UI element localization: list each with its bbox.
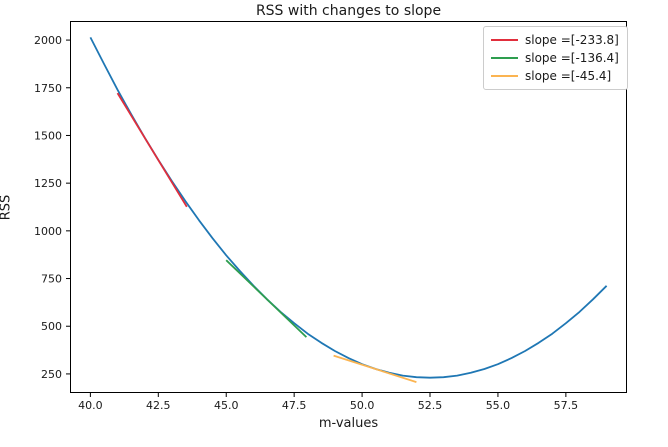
legend-line-swatch-orange — [491, 75, 518, 77]
x-axis-label: m-values — [318, 416, 379, 431]
y-axis-label: RSS — [0, 194, 14, 221]
y-tick-label: 2000 — [34, 34, 62, 47]
legend-entry: slope =[-136.4] — [491, 49, 619, 67]
legend-entry: slope =[-45.4] — [491, 67, 619, 85]
y-tick-label: 1000 — [34, 225, 62, 238]
x-tick-label: 50.0 — [350, 399, 375, 412]
plot-border — [70, 21, 627, 393]
y-tick-label: 250 — [41, 368, 62, 381]
y-tick-label: 500 — [41, 320, 62, 333]
plot-area: 40.0 42.5 45.0 47.5 50.0 52.5 55.0 57.5 250 500 75… — [34, 21, 627, 412]
legend-line-swatch-red — [491, 39, 518, 41]
y-tick-label: 1250 — [34, 177, 62, 190]
y-tick-label: 1750 — [34, 82, 62, 95]
y-tick-label: 1500 — [34, 129, 62, 142]
series-tangent-slope-136 — [225, 259, 308, 338]
x-tick-label: 52.5 — [418, 399, 443, 412]
x-tick-label: 57.5 — [554, 399, 579, 412]
series-tangent-slope-233 — [116, 92, 188, 208]
x-tick-label: 40.0 — [78, 399, 103, 412]
y-tick-label: 750 — [41, 273, 62, 286]
series-rss-curve — [89, 36, 608, 379]
x-tick-label: 45.0 — [214, 399, 239, 412]
x-tick-label: 55.0 — [486, 399, 511, 412]
chart-title: RSS with changes to slope — [255, 3, 442, 19]
legend-label: slope =[-233.8] — [525, 33, 619, 47]
legend-label: slope =[-45.4] — [525, 69, 612, 83]
legend: slope =[-233.8] slope =[-136.4] slope =[… — [483, 26, 628, 90]
x-tick-label: 47.5 — [282, 399, 307, 412]
legend-label: slope =[-136.4] — [525, 51, 619, 65]
x-tick-label: 42.5 — [146, 399, 171, 412]
series-tangent-slope-45 — [333, 354, 417, 383]
legend-line-swatch-green — [491, 57, 518, 59]
legend-entry: slope =[-233.8] — [491, 31, 619, 49]
